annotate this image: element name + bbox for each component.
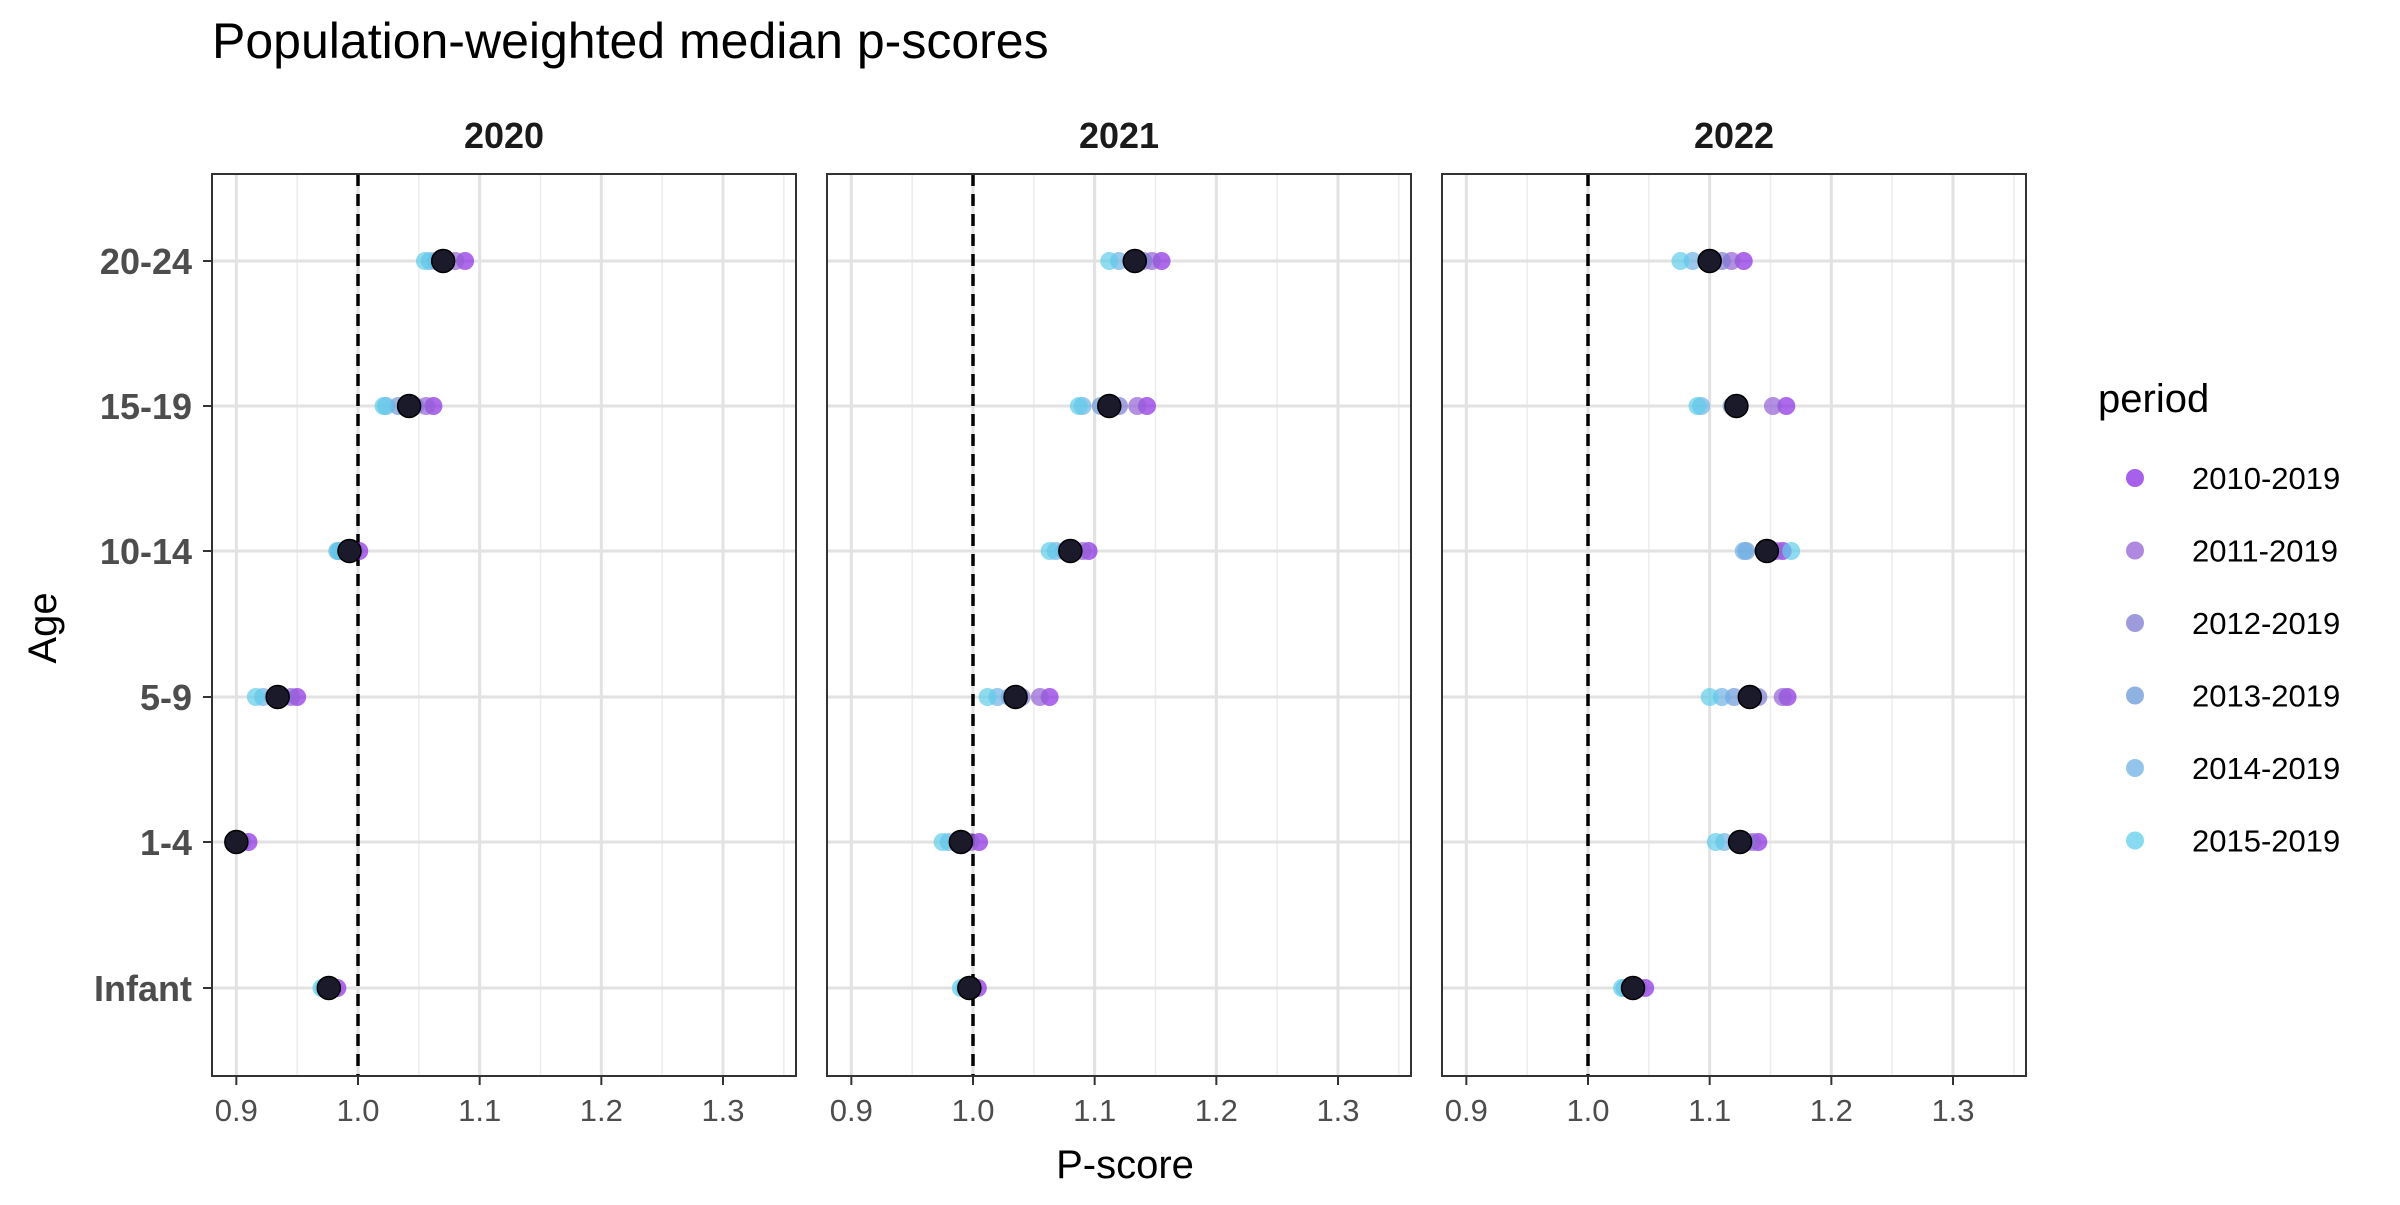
panel-background bbox=[212, 174, 796, 1076]
legend-label: 2012-2019 bbox=[2192, 606, 2340, 641]
x-tick-label: 1.0 bbox=[1566, 1093, 1609, 1128]
data-point bbox=[1773, 688, 1792, 706]
data-point bbox=[1100, 252, 1119, 270]
legend-label: 2013-2019 bbox=[2192, 679, 2340, 714]
legend-swatch bbox=[2126, 759, 2144, 777]
panel-background bbox=[1442, 174, 2026, 1076]
median-point bbox=[1737, 684, 1763, 710]
median-point bbox=[948, 829, 974, 855]
median-point bbox=[316, 975, 342, 1001]
panel-title: 2021 bbox=[1079, 115, 1159, 156]
data-point bbox=[1700, 688, 1719, 706]
legend-swatch bbox=[2126, 541, 2144, 560]
legend-label: 2014-2019 bbox=[2192, 751, 2340, 786]
panel-2020: 2020 0.9 1.0 1.1 1.2 1.3 bbox=[211, 115, 797, 1128]
x-tick-label: 1.3 bbox=[1931, 1093, 1974, 1128]
median-point bbox=[396, 393, 422, 419]
median-point bbox=[337, 538, 362, 564]
legend-label: 2010-2019 bbox=[2192, 461, 2340, 496]
chart-title: Population-weighted median p-scores bbox=[212, 13, 1049, 69]
y-axis: Infant 1-4 5-9 10-14 15-19 20-24 bbox=[94, 241, 212, 1009]
data-point bbox=[1706, 833, 1725, 851]
x-tick-label: 0.9 bbox=[830, 1093, 873, 1128]
legend-label: 2015-2019 bbox=[2192, 824, 2340, 859]
legend-items: 2010-2019 2011-2019 2012-2019 2013-2019 2014… bbox=[2126, 461, 2340, 859]
panel-title: 2020 bbox=[464, 115, 544, 156]
data-point bbox=[1069, 397, 1088, 415]
legend-swatch bbox=[2126, 686, 2144, 705]
x-tick-label: 1.1 bbox=[458, 1093, 501, 1128]
y-tick-label: Infant bbox=[94, 968, 192, 1009]
median-point bbox=[430, 248, 456, 274]
data-point bbox=[374, 397, 393, 415]
panel-2021: 2021 0.9 1.0 1.1 1.2 1.3 bbox=[826, 115, 1412, 1128]
median-point bbox=[1754, 538, 1780, 564]
data-point bbox=[415, 252, 434, 270]
x-tick-label: 1.0 bbox=[336, 1093, 379, 1128]
data-point bbox=[1763, 397, 1782, 415]
legend-swatch bbox=[2126, 469, 2144, 487]
y-tick-label: 20-24 bbox=[100, 241, 192, 282]
data-point bbox=[933, 833, 952, 851]
data-point bbox=[1734, 542, 1753, 560]
x-tick-label: 1.3 bbox=[701, 1093, 744, 1128]
data-point bbox=[1128, 397, 1147, 415]
legend-title: period bbox=[2098, 377, 2209, 421]
median-point bbox=[224, 829, 249, 855]
legend-swatch bbox=[2126, 831, 2144, 850]
median-point bbox=[1003, 684, 1028, 710]
median-point bbox=[1058, 538, 1083, 564]
y-axis-title: Age bbox=[21, 592, 65, 663]
legend: period 2010-2019 2011-2019 2012-2019 2013-2… bbox=[2098, 377, 2340, 859]
data-point bbox=[1040, 542, 1059, 560]
data-point bbox=[1671, 252, 1690, 270]
x-tick-label: 1.2 bbox=[580, 1093, 623, 1128]
median-point bbox=[1697, 248, 1722, 274]
panel-border bbox=[826, 173, 1412, 1077]
data-point bbox=[1782, 542, 1801, 560]
panel-background bbox=[827, 174, 1411, 1076]
x-tick-label: 1.2 bbox=[1195, 1093, 1238, 1128]
x-axis-title: P-score bbox=[1056, 1143, 1194, 1187]
panel-border bbox=[211, 173, 797, 1077]
median-point bbox=[1097, 393, 1122, 419]
y-tick-label: 15-19 bbox=[100, 386, 192, 427]
legend-swatch bbox=[2126, 614, 2144, 632]
median-point bbox=[265, 684, 290, 710]
median-point bbox=[1122, 248, 1148, 274]
x-tick-label: 1.1 bbox=[1073, 1093, 1116, 1128]
x-tick-label: 1.3 bbox=[1316, 1093, 1359, 1128]
panel-2022: 2022 0.9 1.0 1.1 1.2 1.3 bbox=[1441, 115, 2027, 1128]
x-tick-label: 1.1 bbox=[1688, 1093, 1731, 1128]
data-point bbox=[1030, 688, 1049, 706]
median-point bbox=[1724, 393, 1749, 419]
median-point bbox=[1620, 975, 1646, 1001]
panel-border bbox=[1441, 173, 2027, 1077]
x-tick-label: 1.0 bbox=[951, 1093, 994, 1128]
y-tick-label: 5-9 bbox=[140, 677, 192, 718]
median-point bbox=[1727, 829, 1753, 855]
data-point bbox=[246, 688, 265, 706]
y-tick-label: 10-14 bbox=[100, 531, 192, 572]
y-tick-label: 1-4 bbox=[140, 822, 192, 863]
data-point bbox=[1688, 397, 1707, 415]
x-tick-label: 0.9 bbox=[215, 1093, 258, 1128]
median-point bbox=[957, 975, 982, 1001]
data-point bbox=[978, 688, 997, 706]
x-tick-label: 0.9 bbox=[1445, 1093, 1488, 1128]
x-tick-label: 1.2 bbox=[1810, 1093, 1853, 1128]
data-point bbox=[1777, 397, 1796, 415]
legend-label: 2011-2019 bbox=[2192, 534, 2338, 569]
panel-title: 2022 bbox=[1694, 115, 1774, 156]
